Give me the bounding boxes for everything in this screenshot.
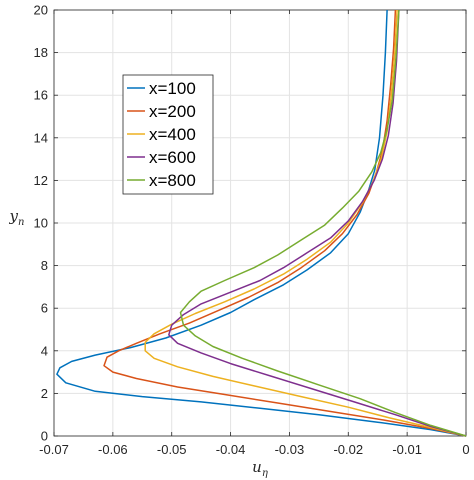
x-axis-label-main: u [252,458,262,476]
y-tick-label: 20 [34,3,48,18]
series-line-5 [179,9,467,437]
legend-label-3: x=400 [149,125,196,144]
x-tick-label: -0.01 [392,442,422,457]
x-tick-label: -0.02 [333,442,363,457]
y-axis-label: yn [9,207,25,228]
x-tick-label: 0 [462,442,469,457]
x-tick-label: -0.05 [157,442,187,457]
series-line-4 [168,9,467,437]
y-tick-label: 18 [34,45,48,60]
x-axis-label: uη [252,458,268,479]
legend-label-2: x=200 [149,102,196,121]
x-tick-label: -0.03 [275,442,305,457]
ticks: -0.07 -0.06 -0.05 -0.04 -0.03 -0.02 -0.01 0 0 2 4 6… [34,3,470,458]
x-tick-label: -0.04 [216,442,246,457]
y-axis-label-sub: n [18,217,24,228]
y-tick-label: 2 [41,386,48,401]
y-tick-label: 12 [34,173,48,188]
legend-label-1: x=100 [149,79,196,98]
y-tick-label: 14 [34,130,48,145]
series-group [56,9,467,437]
x-axis-label-sub: η [262,468,268,479]
x-tick-label: -0.07 [39,442,69,457]
legend: x=100 x=200 x=400 x=600 x=800 [122,74,214,195]
grid [53,9,467,437]
x-tick-label: -0.06 [98,442,128,457]
y-tick-label: 0 [41,429,48,444]
y-tick-label: 8 [41,258,48,273]
legend-label-4: x=600 [149,148,196,167]
y-axis-label-main: y [9,207,19,225]
y-tick-label: 16 [34,88,48,103]
y-tick-label: 6 [41,301,48,316]
series-line-1 [56,9,467,437]
legend-label-5: x=800 [149,171,196,190]
series-line-3 [144,9,467,437]
y-tick-label: 4 [41,343,48,358]
y-tick-label: 10 [34,216,48,231]
